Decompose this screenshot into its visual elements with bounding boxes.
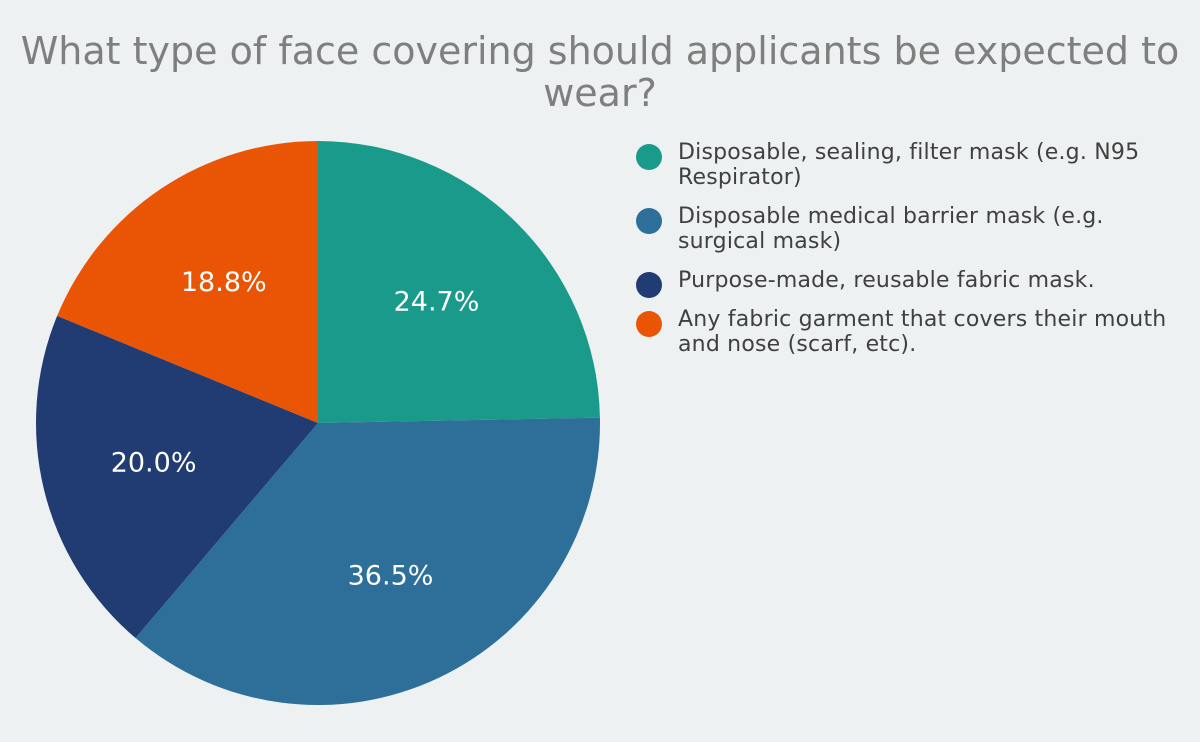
- pie-slice-surgical[interactable]: [135, 417, 600, 705]
- pie-slice-fabric-garment[interactable]: [57, 141, 318, 423]
- legend-swatch-fabric-mask: [636, 272, 662, 298]
- legend-swatch-n95: [636, 144, 662, 170]
- pie-slice-fabric-mask[interactable]: [35, 315, 318, 639]
- legend-item-n95[interactable]: Disposable, sealing, filter mask (e.g. N…: [636, 140, 1181, 190]
- slice-label-fabric-garment: 18.8%: [181, 267, 267, 298]
- slice-label-n95: 24.7%: [394, 287, 480, 318]
- legend-label-fabric-mask: Purpose-made, reusable fabric mask.: [678, 268, 1095, 293]
- legend-label-surgical: Disposable medical barrier mask (e.g. su…: [678, 204, 1104, 254]
- slice-label-surgical: 36.5%: [348, 560, 434, 591]
- legend-label-fabric-garment: Any fabric garment that covers their mou…: [678, 307, 1167, 357]
- legend-item-fabric-mask[interactable]: Purpose-made, reusable fabric mask.: [636, 268, 1181, 298]
- legend-label-n95: Disposable, sealing, filter mask (e.g. N…: [678, 140, 1140, 190]
- chart-title: What type of face covering should applic…: [20, 29, 1180, 115]
- legend-item-fabric-garment[interactable]: Any fabric garment that covers their mou…: [636, 307, 1181, 357]
- legend: Disposable, sealing, filter mask (e.g. N…: [636, 140, 1181, 371]
- slice-label-fabric-mask: 20.0%: [111, 448, 197, 479]
- legend-swatch-surgical: [636, 208, 662, 234]
- pie-slice-n95[interactable]: [318, 141, 600, 423]
- legend-swatch-fabric-garment: [636, 311, 662, 337]
- legend-item-surgical[interactable]: Disposable medical barrier mask (e.g. su…: [636, 204, 1181, 254]
